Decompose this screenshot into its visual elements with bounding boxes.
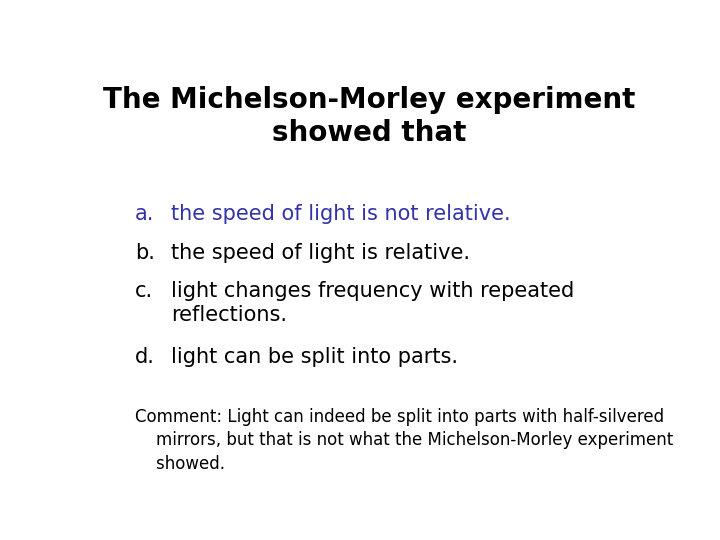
Text: Comment: Light can indeed be split into parts with half-silvered
    mirrors, bu: Comment: Light can indeed be split into … xyxy=(135,408,673,473)
Text: b.: b. xyxy=(135,243,155,263)
Text: light changes frequency with repeated
reflections.: light changes frequency with repeated re… xyxy=(171,281,574,326)
Text: c.: c. xyxy=(135,281,153,301)
Text: d.: d. xyxy=(135,347,155,367)
Text: the speed of light is not relative.: the speed of light is not relative. xyxy=(171,204,510,224)
Text: The Michelson-Morley experiment
showed that: The Michelson-Morley experiment showed t… xyxy=(103,85,635,147)
Text: the speed of light is relative.: the speed of light is relative. xyxy=(171,243,470,263)
Text: light can be split into parts.: light can be split into parts. xyxy=(171,347,458,367)
Text: a.: a. xyxy=(135,204,154,224)
